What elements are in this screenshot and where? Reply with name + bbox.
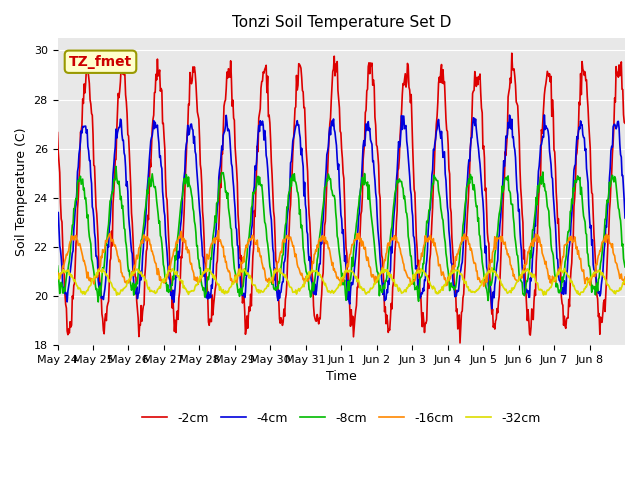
-4cm	[621, 215, 629, 221]
-16cm	[480, 283, 488, 289]
-4cm	[225, 126, 232, 132]
-8cm	[226, 216, 234, 222]
-2cm	[456, 340, 464, 346]
-8cm	[401, 200, 409, 205]
-16cm	[214, 228, 222, 234]
-4cm	[54, 210, 61, 216]
-2cm	[120, 72, 128, 78]
-16cm	[54, 274, 61, 279]
-16cm	[433, 249, 440, 254]
-4cm	[400, 113, 408, 119]
Legend: -2cm, -4cm, -8cm, -16cm, -32cm: -2cm, -4cm, -8cm, -16cm, -32cm	[137, 407, 545, 430]
-32cm	[401, 287, 408, 293]
-16cm	[120, 274, 128, 280]
-4cm	[253, 159, 260, 165]
-32cm	[433, 289, 440, 295]
-2cm	[253, 169, 260, 175]
-32cm	[121, 285, 129, 290]
-2cm	[225, 66, 232, 72]
-16cm	[253, 237, 261, 243]
-16cm	[621, 274, 629, 280]
-8cm	[54, 263, 61, 269]
Title: Tonzi Soil Temperature Set D: Tonzi Soil Temperature Set D	[232, 15, 451, 30]
Line: -32cm: -32cm	[58, 268, 625, 295]
-2cm	[400, 83, 408, 88]
-4cm	[432, 136, 440, 142]
-2cm	[432, 134, 440, 140]
-8cm	[621, 264, 629, 270]
-16cm	[225, 268, 233, 274]
-16cm	[275, 258, 283, 264]
-32cm	[253, 289, 261, 295]
Line: -8cm: -8cm	[58, 167, 625, 302]
-8cm	[276, 280, 284, 286]
-8cm	[433, 178, 441, 183]
X-axis label: Time: Time	[326, 371, 356, 384]
-8cm	[94, 299, 102, 305]
-2cm	[274, 286, 282, 291]
-32cm	[54, 277, 61, 283]
-8cm	[122, 239, 129, 244]
-4cm	[488, 306, 495, 312]
-2cm	[508, 50, 516, 56]
Line: -16cm: -16cm	[58, 231, 625, 286]
Y-axis label: Soil Temperature (C): Soil Temperature (C)	[15, 127, 28, 256]
-8cm	[112, 164, 120, 169]
-4cm	[274, 298, 282, 303]
-2cm	[54, 130, 61, 135]
-32cm	[488, 265, 495, 271]
-8cm	[254, 173, 262, 179]
-4cm	[541, 112, 548, 118]
Line: -2cm: -2cm	[58, 53, 625, 343]
Text: TZ_fmet: TZ_fmet	[69, 55, 132, 69]
-16cm	[401, 267, 408, 273]
-2cm	[621, 120, 629, 126]
-4cm	[120, 150, 128, 156]
-32cm	[275, 269, 283, 275]
-32cm	[113, 292, 120, 298]
-32cm	[225, 286, 233, 291]
Line: -4cm: -4cm	[58, 115, 625, 309]
-32cm	[621, 277, 629, 283]
